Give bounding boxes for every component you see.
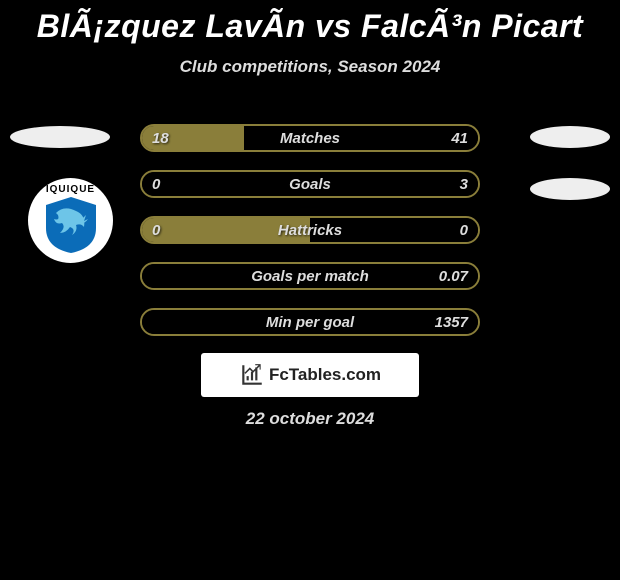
- stat-row: 1357 Min per goal: [140, 308, 480, 336]
- chart-icon: [239, 362, 265, 388]
- stat-label: Hattricks: [278, 222, 342, 239]
- player-left-placeholder: [10, 126, 110, 148]
- stat-row: 0 3 Goals: [140, 170, 480, 198]
- value-right: 0: [460, 222, 468, 239]
- stat-row: 0 0 Hattricks: [140, 216, 480, 244]
- stat-label: Matches: [280, 130, 340, 147]
- club-right-placeholder: [530, 178, 610, 200]
- comparison-card: BlÃ¡zquez LavÃ­n vs FalcÃ³n Picart Club …: [0, 0, 620, 580]
- watermark-text: FcTables.com: [269, 365, 381, 385]
- value-left: 0: [152, 176, 160, 193]
- stat-label: Goals: [289, 176, 331, 193]
- player-right-placeholder: [530, 126, 610, 148]
- date-label: 22 october 2024: [0, 409, 620, 429]
- value-right: 1357: [435, 314, 468, 331]
- stat-row: 0.07 Goals per match: [140, 262, 480, 290]
- page-title: BlÃ¡zquez LavÃ­n vs FalcÃ³n Picart: [0, 0, 620, 45]
- value-left: 0: [152, 222, 160, 239]
- dragon-icon: [36, 193, 106, 255]
- value-right: 41: [451, 130, 468, 147]
- stat-label: Min per goal: [266, 314, 354, 331]
- page-subtitle: Club competitions, Season 2024: [0, 57, 620, 77]
- stat-rows: 18 41 Matches 0 3 Goals 0 0 Hattricks 0.07 Goals p…: [140, 124, 480, 354]
- value-right: 3: [460, 176, 468, 193]
- club-left-badge: IQUIQUE: [28, 178, 113, 263]
- watermark: FcTables.com: [201, 353, 419, 397]
- value-left: 18: [152, 130, 169, 147]
- stat-row: 18 41 Matches: [140, 124, 480, 152]
- stat-label: Goals per match: [251, 268, 369, 285]
- value-right: 0.07: [439, 268, 468, 285]
